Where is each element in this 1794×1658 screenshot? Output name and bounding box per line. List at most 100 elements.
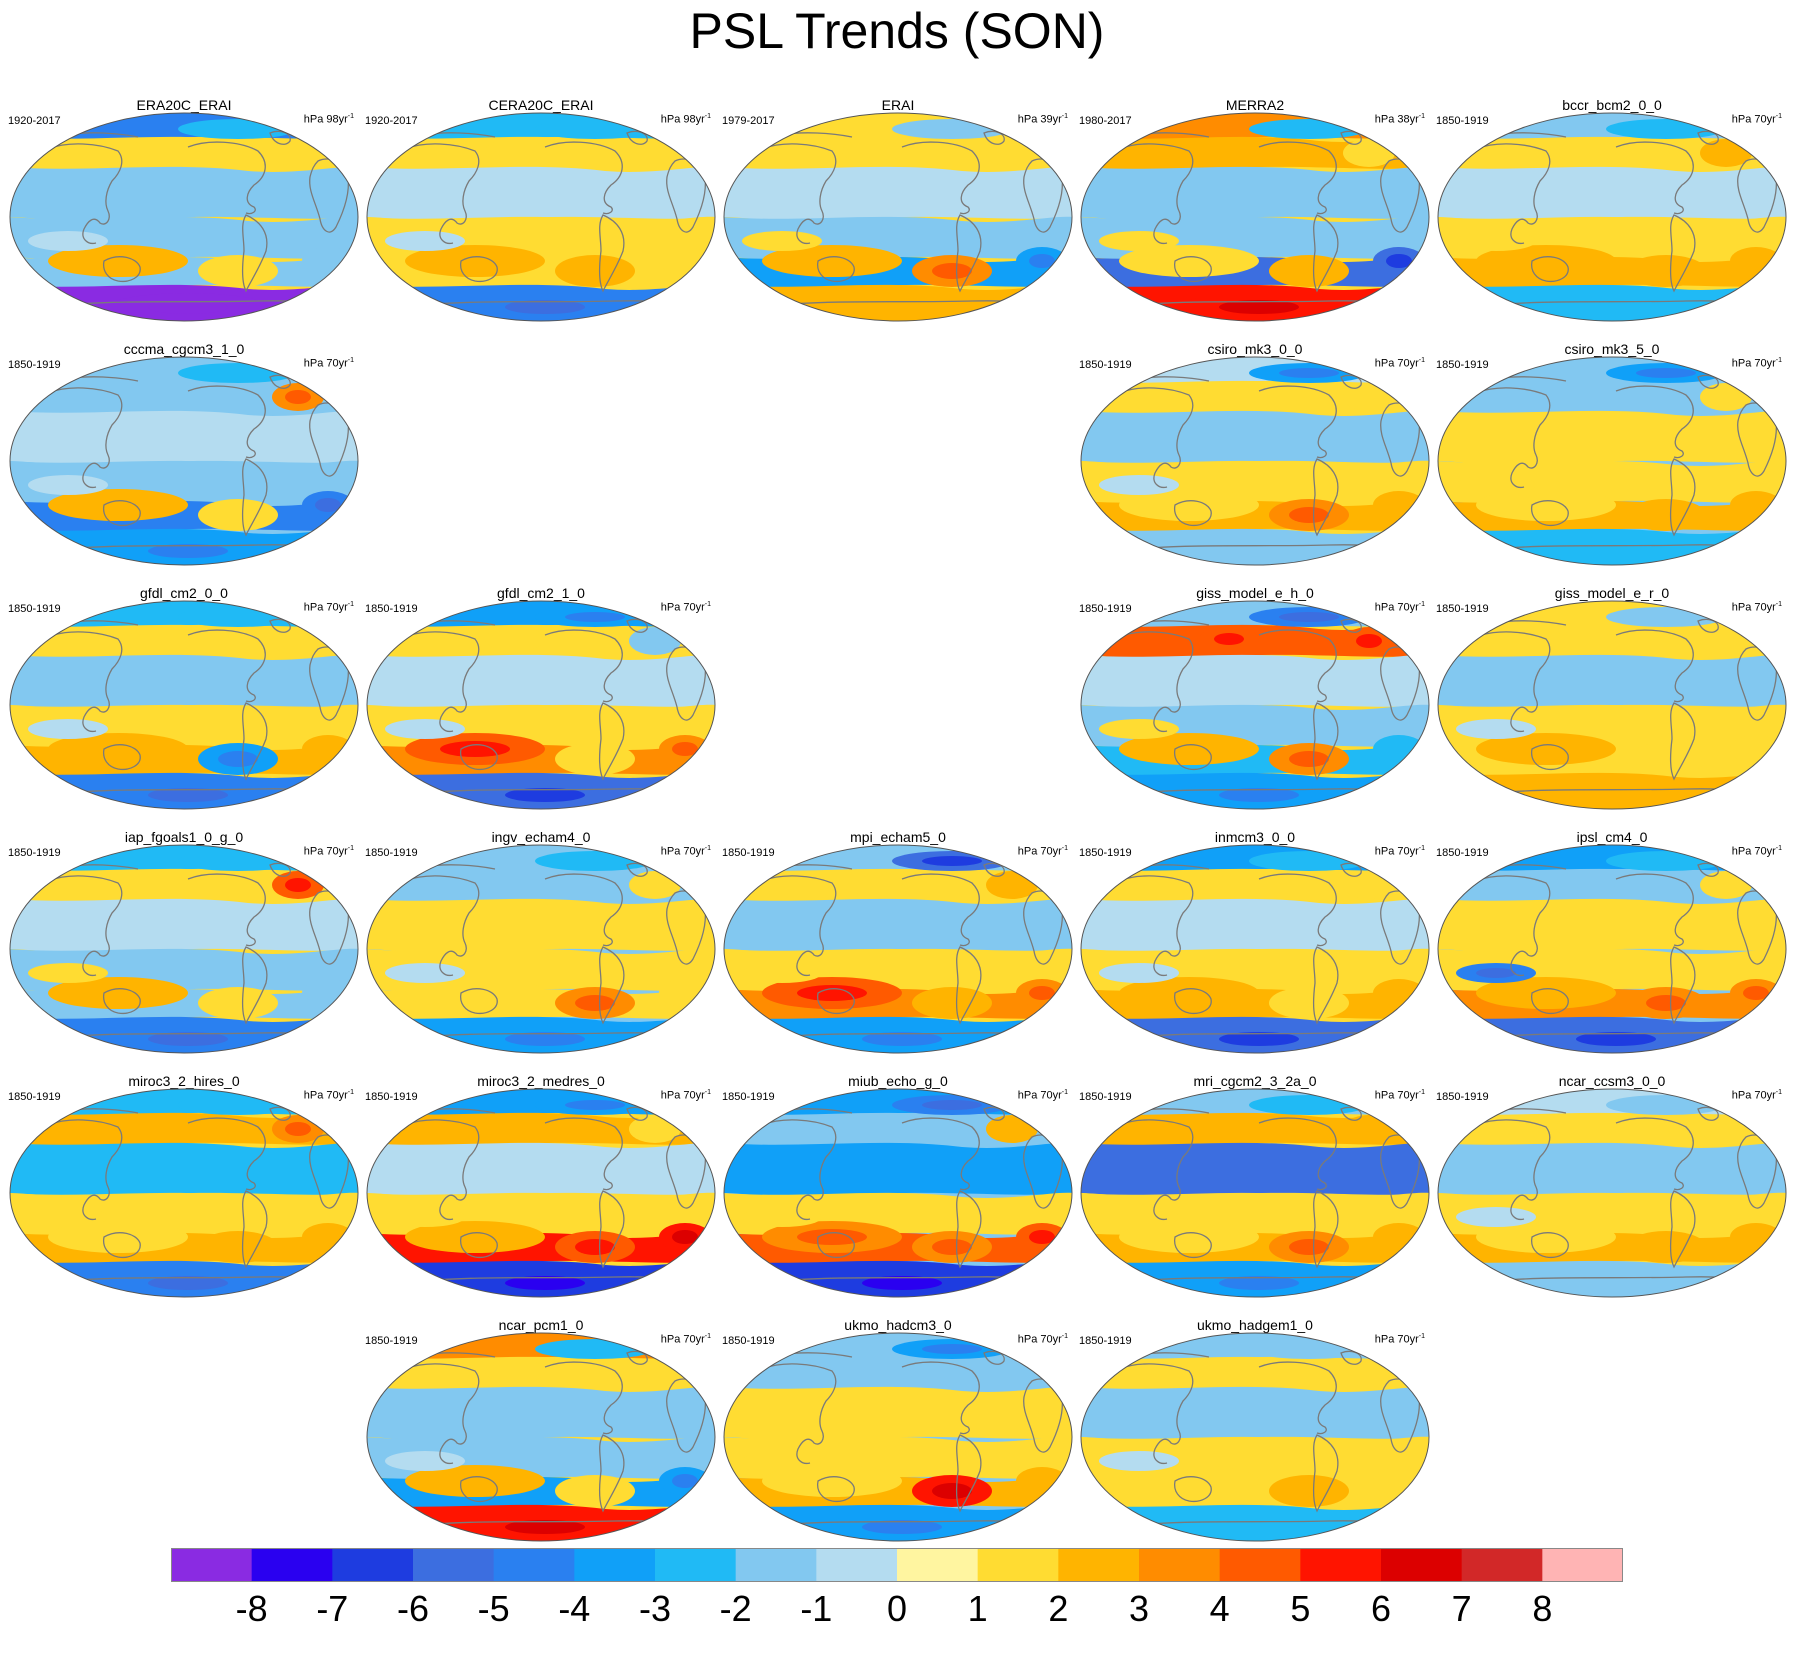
panel-title: bccr_bcm2_0_0 (1562, 97, 1662, 113)
field-band (367, 898, 715, 954)
field-anomaly (1536, 293, 1696, 321)
coastline (187, 1117, 266, 1191)
panel-units-text: hPa 70yr (1017, 1089, 1062, 1102)
field-anomaly (742, 1451, 822, 1471)
panel-units-text: hPa 70yr (1017, 845, 1062, 858)
field-anomaly (555, 1475, 635, 1507)
map-panel: ipsl_cm4_0 1850-1919 hPa 70yr-1 (1436, 829, 1788, 1059)
coastline (1615, 873, 1694, 947)
colorbar-tick-label: -5 (477, 1588, 510, 1629)
map-panel: ERA20C_ERAI 1920-2017 hPa 98yr-1 (8, 97, 360, 327)
field-anomaly-core (922, 1344, 982, 1354)
map-outline (366, 844, 716, 1054)
field-anomaly (1556, 1115, 1616, 1139)
coastline (1670, 214, 1696, 293)
field-anomaly-core (315, 498, 341, 512)
field-anomaly (1249, 119, 1369, 139)
figure-title: PSL Trends (SON) (689, 3, 1105, 59)
colorbar-swatch (1219, 1548, 1301, 1582)
coastline (269, 374, 291, 389)
map-panel: giss_model_e_h_0 1850-1919 hPa 70yr-1 (1079, 585, 1431, 815)
field-anomaly (405, 245, 545, 277)
field-anomaly-core (1386, 254, 1412, 268)
map-panels-grid: ERA20C_ERAI 1920-2017 hPa 98yr-1 CERA20C_ER… (8, 97, 1788, 1542)
units-exponent: -1 (347, 1089, 354, 1096)
field-anomaly (1099, 231, 1179, 251)
field-anomaly (1016, 1467, 1068, 1495)
field-anomaly (1606, 1095, 1726, 1115)
field-anomaly (742, 963, 822, 983)
field-anomaly (1249, 1339, 1369, 1359)
field-anomaly (535, 1339, 655, 1359)
panel-title: CERA20C_ERAI (488, 97, 594, 113)
colorbar-tick-label: 1 (967, 1588, 988, 1629)
coastline (1475, 631, 1551, 733)
map-outline (9, 1088, 359, 1298)
panel-units: hPa 39yr-1 (1018, 113, 1068, 126)
field-anomaly (1626, 743, 1706, 775)
field-anomaly (1456, 475, 1536, 495)
panel-period: 1850-1919 (8, 1091, 61, 1103)
field-anomaly-core (1219, 300, 1299, 314)
coastline (102, 988, 141, 1015)
panel-units: hPa 70yr-1 (1375, 845, 1425, 858)
coastline (1173, 1232, 1212, 1259)
field-anomaly (178, 1095, 298, 1115)
field-anomaly (1269, 987, 1349, 1019)
coastline (1670, 946, 1696, 1025)
coastline (102, 1232, 141, 1259)
panel-units-text: hPa 70yr (660, 601, 705, 614)
field-anomaly (1456, 231, 1536, 251)
field-anomaly (48, 977, 188, 1009)
coastline (404, 1363, 480, 1465)
map-field (1080, 112, 1430, 322)
field-anomaly (385, 963, 465, 983)
coastline (1118, 1119, 1194, 1221)
field-anomaly-core (932, 1239, 972, 1255)
field-band (1081, 898, 1429, 954)
field-anomaly (128, 627, 188, 651)
field-anomaly (742, 1207, 822, 1227)
coastline (1697, 618, 1719, 633)
panel-title: miroc3_2_hires_0 (128, 1073, 240, 1089)
field-band (724, 898, 1072, 954)
units-exponent: -1 (347, 601, 354, 608)
coastline (459, 988, 498, 1015)
map-field (366, 112, 716, 322)
panel-units: hPa 70yr-1 (1732, 1089, 1782, 1102)
colorbar-tick-label: -6 (396, 1588, 430, 1629)
colorbar-tick-label: 8 (1532, 1588, 1553, 1629)
field-anomaly-core (505, 1276, 585, 1290)
field-anomaly-core (862, 1276, 942, 1290)
field-anomaly-core (1476, 968, 1516, 978)
coastline (626, 1106, 648, 1121)
field-anomaly (28, 963, 108, 983)
map-outline (1437, 356, 1787, 566)
colorbar-swatch (251, 1548, 333, 1582)
panel-units-text: hPa 70yr (1374, 1089, 1419, 1102)
colorbar-tick-label: 2 (1048, 1588, 1069, 1629)
field-anomaly (1556, 383, 1616, 407)
colorbar-tick-label: 0 (886, 1588, 908, 1629)
field-anomaly (485, 1115, 545, 1139)
field-anomaly (198, 255, 278, 287)
map-panel: gfdl_cm2_0_0 1850-1919 hPa 70yr-1 (8, 585, 360, 815)
field-band (1081, 1386, 1429, 1442)
colorbar-tick-label: -2 (719, 1588, 752, 1629)
panel-period: 1850-1919 (722, 1091, 775, 1103)
map-panel: gfdl_cm2_1_0 1850-1919 hPa 70yr-1 (365, 585, 717, 815)
units-exponent: -1 (704, 845, 711, 852)
colorbar-tick-label: 5 (1290, 1588, 1311, 1629)
panel-units-text: hPa 38yr (1374, 113, 1419, 126)
coastline (47, 1119, 123, 1221)
field-anomaly-core (218, 751, 258, 767)
coastline (1615, 1117, 1694, 1191)
coastline (1475, 875, 1551, 977)
map-outline (723, 112, 1073, 322)
units-exponent: -1 (1061, 1333, 1068, 1340)
map-panel: CERA20C_ERAI 1920-2017 hPa 98yr-1 (365, 97, 717, 327)
field-anomaly-core (1289, 1239, 1329, 1255)
field-anomaly (1269, 1475, 1349, 1507)
field-anomaly (1119, 245, 1259, 277)
coastline (956, 214, 982, 293)
